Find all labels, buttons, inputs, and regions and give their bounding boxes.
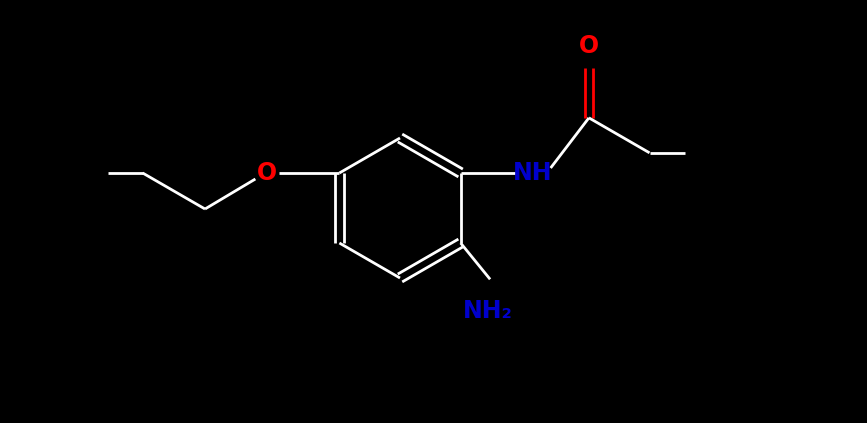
Text: NH₂: NH₂ [463,299,513,323]
Text: O: O [257,161,277,185]
Text: NH: NH [513,161,552,185]
Text: O: O [579,34,599,58]
